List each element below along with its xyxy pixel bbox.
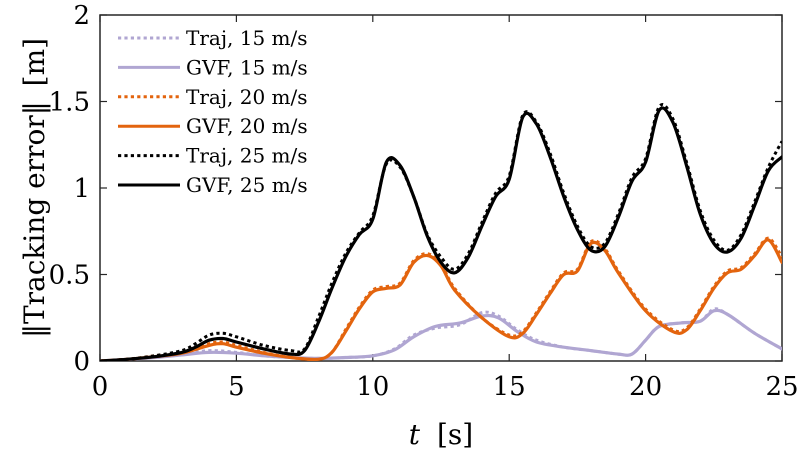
- x-tick-label: 5: [228, 372, 245, 402]
- y-axis-unit: [m]: [18, 38, 51, 86]
- legend-label: Traj, 15 m/s: [186, 26, 308, 50]
- legend-label: GVF, 25 m/s: [186, 173, 308, 197]
- legend-label: Traj, 25 m/s: [186, 144, 308, 168]
- series-line-5: [100, 106, 782, 361]
- x-tick-label: 20: [629, 372, 662, 402]
- legend-label: Traj, 20 m/s: [186, 85, 308, 109]
- y-axis-norm-left: ‖: [18, 324, 51, 338]
- y-tick-label: 2: [73, 1, 90, 31]
- y-axis-text: Tracking error: [18, 115, 51, 324]
- series-line-3: [100, 238, 782, 361]
- legend: Traj, 15 m/s GVF, 15 m/s Traj, 20 m/s GVF, …: [118, 26, 308, 197]
- x-tick-label: 10: [356, 372, 389, 402]
- legend-label: GVF, 20 m/s: [186, 114, 308, 138]
- y-tick-label: 0.5: [49, 261, 90, 291]
- legend-label: GVF, 15 m/s: [186, 55, 308, 79]
- y-axis-label: ‖Tracking error‖ [m]: [18, 38, 51, 338]
- y-axis: 0 0.5 1 1.5 2: [49, 1, 782, 377]
- y-tick-label: 1.5: [49, 88, 90, 118]
- x-tick-label: 0: [92, 372, 109, 402]
- plot-area: [99, 14, 783, 362]
- x-axis-variable: t: [409, 418, 421, 451]
- x-axis: 0 5 10 15 20 25: [92, 15, 797, 402]
- x-tick-label: 25: [765, 372, 797, 402]
- series-layer: [100, 103, 782, 361]
- y-axis-norm-right: ‖: [18, 101, 51, 115]
- x-axis-unit: [s]: [437, 418, 473, 451]
- x-axis-label: t [s]: [409, 418, 473, 451]
- y-tick-label: 0: [73, 347, 90, 377]
- x-tick-label: 15: [493, 372, 526, 402]
- y-tick-label: 1: [73, 174, 90, 204]
